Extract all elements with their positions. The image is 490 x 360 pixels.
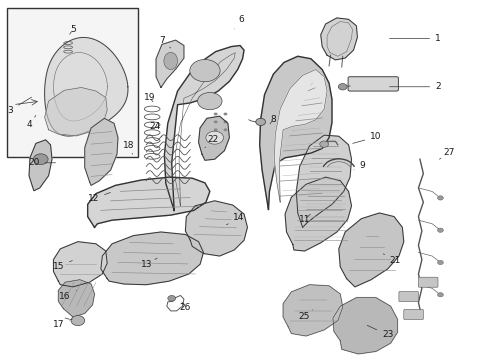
Text: 1: 1 <box>390 34 441 43</box>
Text: 8: 8 <box>270 114 276 124</box>
Polygon shape <box>285 177 351 251</box>
Text: 10: 10 <box>353 132 382 143</box>
FancyBboxPatch shape <box>7 8 138 157</box>
Text: 7: 7 <box>159 36 171 48</box>
Circle shape <box>223 129 227 131</box>
Text: 5: 5 <box>70 25 76 34</box>
Polygon shape <box>296 135 351 227</box>
Text: 4: 4 <box>26 116 36 129</box>
FancyBboxPatch shape <box>399 292 418 302</box>
Polygon shape <box>164 45 244 211</box>
Text: 20: 20 <box>28 158 55 167</box>
Circle shape <box>438 196 443 200</box>
Polygon shape <box>333 298 397 354</box>
Text: 2: 2 <box>390 82 441 91</box>
Circle shape <box>438 293 443 297</box>
Circle shape <box>338 84 347 90</box>
Polygon shape <box>198 116 229 160</box>
Polygon shape <box>185 201 247 256</box>
Polygon shape <box>274 69 327 202</box>
Polygon shape <box>88 177 210 227</box>
FancyBboxPatch shape <box>418 277 438 287</box>
Text: 19: 19 <box>144 93 155 102</box>
Polygon shape <box>283 285 343 336</box>
Polygon shape <box>321 18 357 60</box>
Text: 15: 15 <box>52 261 73 271</box>
Circle shape <box>168 296 175 301</box>
Circle shape <box>438 228 443 232</box>
Circle shape <box>256 118 266 126</box>
Circle shape <box>214 129 218 131</box>
Text: 13: 13 <box>141 258 157 269</box>
Polygon shape <box>85 118 118 185</box>
Text: 12: 12 <box>88 193 110 203</box>
Text: 21: 21 <box>383 254 401 265</box>
Circle shape <box>214 113 218 116</box>
Circle shape <box>438 260 443 265</box>
Ellipse shape <box>190 59 220 82</box>
Text: 25: 25 <box>298 310 313 321</box>
FancyBboxPatch shape <box>348 77 398 91</box>
Polygon shape <box>260 56 332 210</box>
Text: 17: 17 <box>52 319 73 329</box>
Polygon shape <box>101 232 203 285</box>
Polygon shape <box>45 87 107 136</box>
Ellipse shape <box>197 93 222 110</box>
Polygon shape <box>339 213 404 287</box>
Circle shape <box>206 131 223 144</box>
Text: 24: 24 <box>149 122 162 137</box>
Circle shape <box>223 121 227 123</box>
Polygon shape <box>58 280 95 317</box>
Circle shape <box>71 316 85 325</box>
Text: 6: 6 <box>234 15 244 29</box>
Polygon shape <box>156 40 184 87</box>
Text: 18: 18 <box>123 141 134 154</box>
Text: 27: 27 <box>440 148 455 159</box>
Circle shape <box>320 141 329 147</box>
Text: 14: 14 <box>226 213 245 225</box>
Ellipse shape <box>164 52 177 69</box>
Polygon shape <box>53 242 107 287</box>
Polygon shape <box>29 140 52 191</box>
FancyBboxPatch shape <box>404 310 423 319</box>
Polygon shape <box>45 37 128 136</box>
Text: 11: 11 <box>299 214 310 224</box>
Circle shape <box>214 121 218 123</box>
Text: 16: 16 <box>59 291 76 301</box>
Text: 26: 26 <box>180 302 191 312</box>
Text: 3: 3 <box>7 97 31 114</box>
Text: 9: 9 <box>354 161 365 170</box>
Circle shape <box>223 113 227 116</box>
Text: 23: 23 <box>367 325 393 339</box>
Circle shape <box>33 154 48 165</box>
Text: 22: 22 <box>205 135 219 148</box>
